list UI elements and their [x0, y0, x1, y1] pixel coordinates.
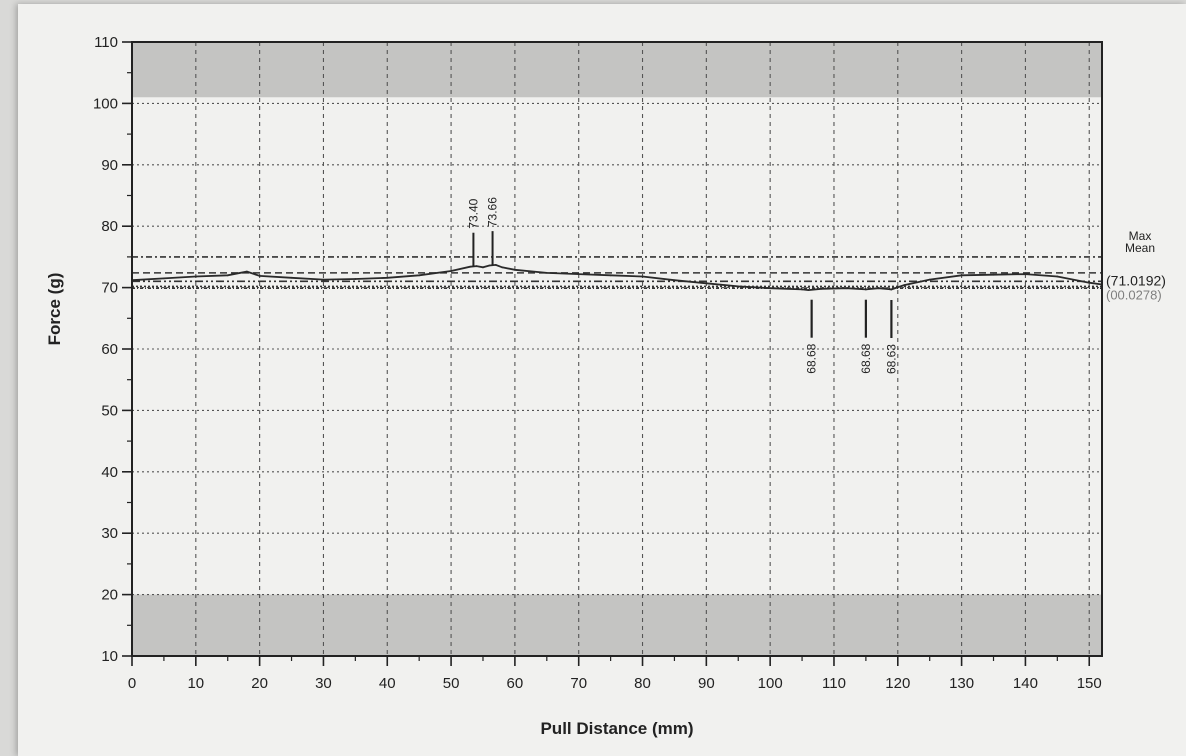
data-point [903, 284, 906, 287]
data-point [769, 287, 772, 290]
data-point [737, 285, 740, 288]
y-tick-label-90: 90 [101, 157, 118, 174]
y-tick-label-110: 110 [94, 34, 118, 51]
force-distance-chart: 73.40 73.66 68.68 68.68 68.63 10 20 30 40 50 60 70… [45, 34, 1166, 738]
data-point [354, 278, 357, 280]
data-point [1024, 273, 1027, 275]
annotation-label-1: 73.66 [486, 197, 500, 227]
x-tick-label-20: 20 [251, 675, 268, 692]
y-tick-label-30: 30 [101, 525, 118, 542]
x-tick-label-30: 30 [315, 675, 332, 692]
x-tick-label-60: 60 [507, 675, 524, 692]
annotation-label-4: 68.63 [884, 344, 898, 374]
chart-paper: 73.40 73.66 68.68 68.68 68.63 10 20 30 40 50 60 70… [18, 4, 1186, 756]
data-point [482, 266, 484, 269]
annotation-label-2: 68.68 [805, 343, 819, 373]
mean-value-label: (71.0192) [1106, 272, 1166, 288]
data-point [194, 275, 197, 278]
data-point [845, 287, 848, 290]
y-tick-label-60: 60 [101, 341, 118, 358]
partial-label: (00.0278) [1106, 287, 1162, 302]
data-point [877, 287, 880, 290]
y-tick-label-100: 100 [93, 95, 118, 112]
data-point [928, 278, 931, 281]
x-tick-label-40: 40 [379, 675, 396, 692]
shaded-band-1 [132, 42, 1102, 98]
data-point [577, 273, 580, 275]
data-point [513, 268, 516, 271]
data-point [386, 276, 389, 279]
y-tick-label-10: 10 [101, 648, 118, 665]
data-point [501, 266, 504, 269]
x-tick-label-100: 100 [758, 675, 783, 692]
data-point [322, 278, 325, 281]
data-point [469, 265, 472, 268]
x-tick-label-0: 0 [128, 675, 136, 692]
data-point [290, 276, 293, 279]
data-point [890, 288, 893, 291]
axis-ticks [122, 41, 1091, 666]
data-point [245, 270, 248, 273]
data-point [226, 274, 229, 277]
y-tick-label-50: 50 [101, 402, 118, 419]
data-point [418, 274, 421, 277]
reference-lines [132, 256, 1102, 290]
data-point [801, 288, 803, 291]
x-tick-label-70: 70 [570, 675, 587, 692]
x-tick-label-140: 140 [1013, 675, 1038, 692]
grid-lines [132, 42, 1102, 656]
data-point [807, 289, 810, 291]
data-point [475, 265, 478, 268]
data-point [450, 270, 452, 272]
data-point [960, 274, 963, 277]
data-point [1056, 275, 1059, 278]
x-tick-labels: 0 10 20 30 40 50 60 70 80 90 100 110 120 130 140 150 [128, 675, 1102, 692]
shaded-band-0 [132, 594, 1102, 656]
x-axis-title: Pull Distance (mm) [540, 719, 693, 738]
shaded-bands [132, 42, 1102, 656]
annotations: 73.40 73.66 68.68 68.68 68.63 [466, 197, 898, 374]
data-point [673, 279, 676, 282]
y-tick-label-80: 80 [101, 218, 118, 235]
x-tick-label-150: 150 [1077, 675, 1102, 692]
x-tick-label-50: 50 [443, 675, 460, 692]
data-point [641, 275, 644, 278]
x-tick-label-120: 120 [885, 675, 910, 692]
x-tick-label-130: 130 [949, 675, 974, 692]
data-point [1088, 281, 1091, 284]
y-tick-label-70: 70 [101, 280, 118, 297]
data-point [705, 282, 708, 285]
y-axis-title: Force (g) [45, 273, 64, 346]
mean-label: Mean [1125, 241, 1155, 255]
x-tick-label-90: 90 [698, 675, 715, 692]
y-tick-label-20: 20 [101, 587, 118, 604]
data-point [494, 263, 497, 266]
force-trace-line [131, 263, 1103, 292]
data-point [992, 273, 995, 276]
data-point [488, 264, 491, 267]
data-point [545, 271, 548, 274]
x-tick-label-110: 110 [822, 675, 846, 692]
y-tick-labels: 10 20 30 40 50 60 70 80 90 100 110 [93, 34, 118, 665]
data-point [864, 288, 867, 291]
annotation-label-3: 68.68 [859, 343, 873, 373]
data-point [258, 275, 261, 277]
data-point [163, 277, 165, 280]
annotation-label-0: 73.40 [466, 198, 480, 228]
max-label: Max [1129, 229, 1152, 243]
x-tick-label-10: 10 [187, 675, 204, 692]
data-point [609, 274, 612, 277]
y-tick-label-40: 40 [101, 464, 118, 481]
data-point [820, 287, 823, 290]
x-tick-label-80: 80 [634, 675, 651, 692]
